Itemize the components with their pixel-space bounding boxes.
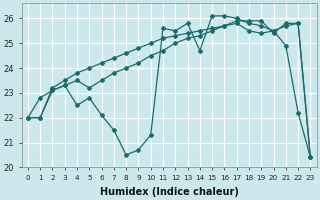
X-axis label: Humidex (Indice chaleur): Humidex (Indice chaleur) <box>100 187 239 197</box>
